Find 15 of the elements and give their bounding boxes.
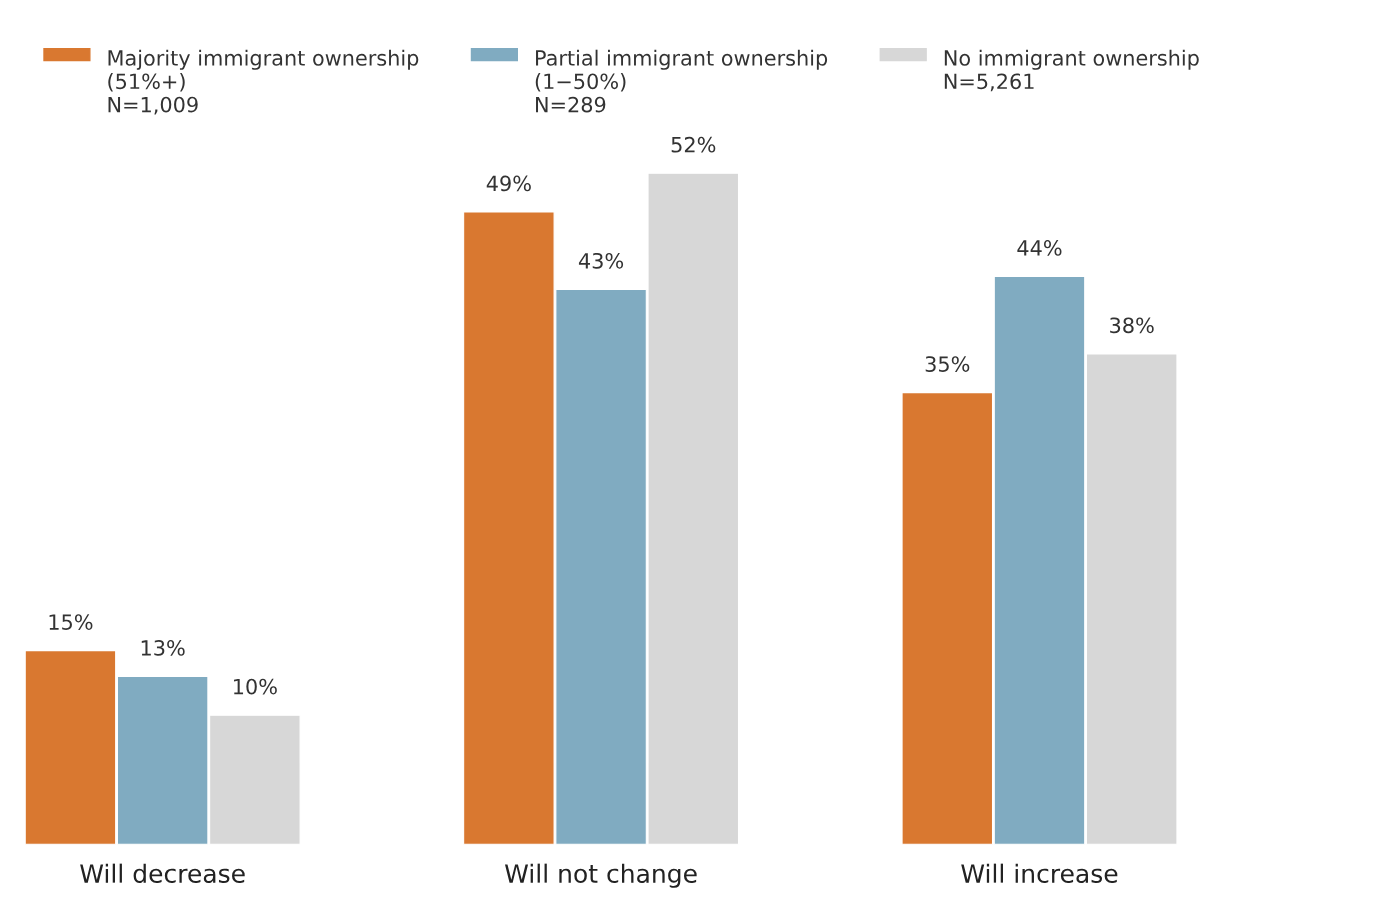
x-tick-label: Will increase <box>961 863 1118 883</box>
x-tick-label: Will not change <box>504 863 697 888</box>
data-label: 52% <box>671 136 716 153</box>
data-label: 49% <box>486 175 531 192</box>
data-label: 38% <box>1110 317 1154 334</box>
legend-label: Majority immigrant ownership (51%+) N=1,009 <box>108 49 419 115</box>
data-label: 13% <box>141 640 185 656</box>
legend-label: Partial immigrant ownership (1−50%) N=289 <box>535 49 828 113</box>
data-label: 15% <box>49 614 93 630</box>
data-label: 35% <box>925 356 970 372</box>
data-label: 10% <box>234 678 277 695</box>
data-label: 43% <box>578 252 624 269</box>
legend-label: No immigrant ownership N=5,261 <box>944 49 1199 92</box>
x-tick-label: Will decrease <box>80 863 245 883</box>
data-label: 44% <box>1017 240 1062 256</box>
